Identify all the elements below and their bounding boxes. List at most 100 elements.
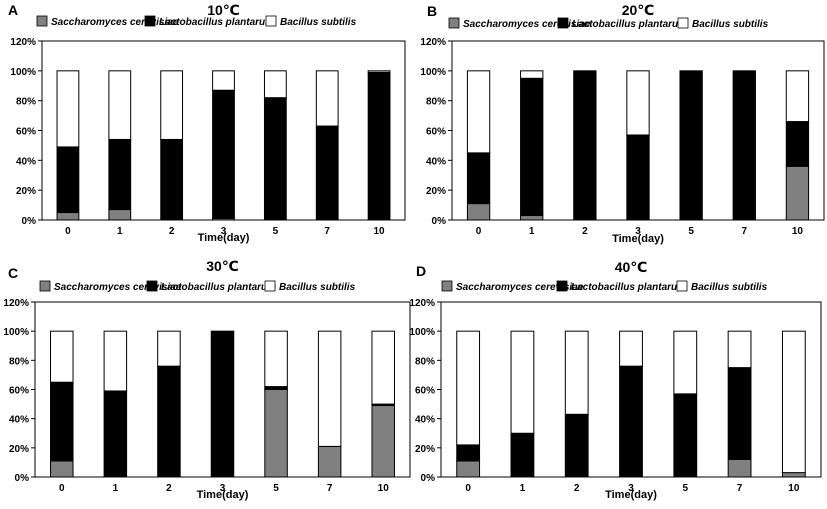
x-tick-label: 0 — [476, 226, 482, 237]
panel-b: B 20℃ Saccharomyces cerevisiaeLactobacillu… — [420, 2, 825, 245]
legend-swatch — [677, 17, 689, 29]
y-tick-label: 120% — [409, 298, 435, 309]
x-tick-label: 0 — [65, 226, 71, 237]
x-tick-label: 0 — [465, 483, 471, 494]
bar-segment — [626, 134, 650, 221]
bar-segment — [781, 330, 806, 474]
bar-segment — [103, 330, 128, 392]
panel-a: A 10℃ Saccharomyces cerevisiaeLactobacillu… — [8, 2, 406, 244]
bar-segment — [673, 393, 698, 478]
bar-segment — [317, 445, 342, 478]
chart-title: 40℃ — [615, 259, 648, 275]
bar-segment — [520, 77, 544, 217]
x-tick-label: 1 — [529, 226, 535, 237]
y-tick-label: 60% — [9, 386, 29, 397]
y-tick-label: 80% — [9, 356, 29, 367]
y-tick-label: 40% — [9, 415, 29, 426]
bar-segment — [456, 460, 481, 478]
bar-segment — [103, 390, 128, 478]
y-tick-label: 100% — [420, 67, 446, 78]
x-tick-label: 10 — [378, 483, 390, 494]
legend-label: Saccharomyces cerevisiae — [463, 19, 591, 30]
y-tick-label: 120% — [420, 37, 446, 48]
x-tick-label: 7 — [742, 226, 748, 237]
x-tick-label: 5 — [688, 226, 694, 237]
bar-segment — [727, 330, 752, 369]
bar-segment — [727, 367, 752, 460]
x-tick-label: 1 — [113, 483, 119, 494]
bar-segment — [108, 138, 132, 211]
bar-segment — [50, 381, 74, 462]
legend-label: Bacillus subtilis — [280, 17, 357, 28]
bar-segment — [157, 365, 181, 478]
x-axis-label: Time(day) — [612, 233, 664, 245]
x-axis-label: Time(day) — [605, 489, 657, 501]
panel-label: B — [427, 3, 437, 19]
y-tick-label: 20% — [16, 186, 36, 197]
legend-label: Bacillus subtilis — [691, 282, 768, 293]
bar-segment — [679, 70, 703, 221]
bar-segment — [108, 70, 132, 140]
legend-label: Lactobacillus plantarum — [159, 17, 274, 28]
y-tick-label: 100% — [409, 327, 435, 338]
y-tick-label: 40% — [426, 156, 446, 167]
bar-segment — [510, 330, 535, 434]
x-tick-label: 2 — [166, 483, 172, 494]
legend-swatch — [264, 280, 276, 292]
bar-segment — [210, 330, 235, 478]
x-tick-label: 5 — [273, 483, 279, 494]
plot-area-frame — [451, 40, 825, 221]
bar-segment — [50, 330, 74, 383]
legend-swatch — [144, 15, 156, 27]
bar-segment — [160, 138, 184, 221]
bar-segment — [732, 70, 756, 221]
bar-segment — [785, 70, 810, 123]
bar-segment — [263, 70, 287, 99]
y-tick-label: 80% — [415, 356, 435, 367]
x-tick-label: 7 — [327, 483, 333, 494]
y-tick-label: 20% — [9, 444, 29, 455]
bar-segment — [466, 70, 491, 154]
bar-segment — [727, 459, 752, 478]
legend-label: Bacillus subtilis — [692, 19, 769, 30]
y-tick-label: 100% — [3, 327, 29, 338]
bar-segment — [264, 330, 288, 388]
bar-segment — [367, 70, 391, 73]
bar-segment — [56, 70, 80, 148]
y-tick-label: 100% — [10, 67, 36, 78]
panel-c: C 30℃ Saccharomyces cerevisiaeLactobacillu… — [3, 258, 411, 501]
x-tick-label: 3 — [635, 226, 641, 237]
legend-label: Saccharomyces cerevisiae — [51, 17, 179, 28]
x-tick-label: 2 — [169, 226, 175, 237]
x-tick-label: 5 — [273, 226, 279, 237]
y-tick-label: 60% — [426, 127, 446, 138]
legend-swatch — [39, 280, 51, 292]
bar-segment — [160, 70, 184, 140]
bar-segment — [263, 97, 287, 221]
x-tick-label: 2 — [574, 483, 580, 494]
y-tick-label: 0% — [22, 216, 37, 227]
y-tick-label: 60% — [16, 127, 36, 138]
x-tick-label: 5 — [683, 483, 689, 494]
legend-label: Saccharomyces cerevisiae — [54, 282, 182, 293]
x-axis-label: Time(day) — [197, 489, 249, 501]
bar-segment — [157, 330, 181, 367]
bar-segment — [785, 165, 810, 221]
legend-swatch — [448, 17, 460, 29]
bar-segment — [619, 330, 643, 367]
bar-segment — [264, 389, 288, 478]
y-tick-label: 120% — [10, 37, 36, 48]
y-tick-label: 20% — [426, 186, 446, 197]
legend-label: Lactobacillus plantarum — [571, 282, 686, 293]
bar-segment — [456, 330, 481, 446]
legend-swatch — [556, 280, 568, 292]
bar-segment — [367, 71, 391, 221]
panel-d: D 40℃ Saccharomyces cerevisiaeLactobacillu… — [409, 259, 822, 501]
bar-segment — [520, 215, 544, 221]
bar-segment — [56, 146, 80, 214]
legend-label: Lactobacillus plantarum — [572, 19, 687, 30]
legend-swatch — [265, 15, 277, 27]
x-tick-label: 0 — [59, 483, 65, 494]
y-tick-label: 60% — [415, 386, 435, 397]
bar-segment — [371, 405, 395, 478]
